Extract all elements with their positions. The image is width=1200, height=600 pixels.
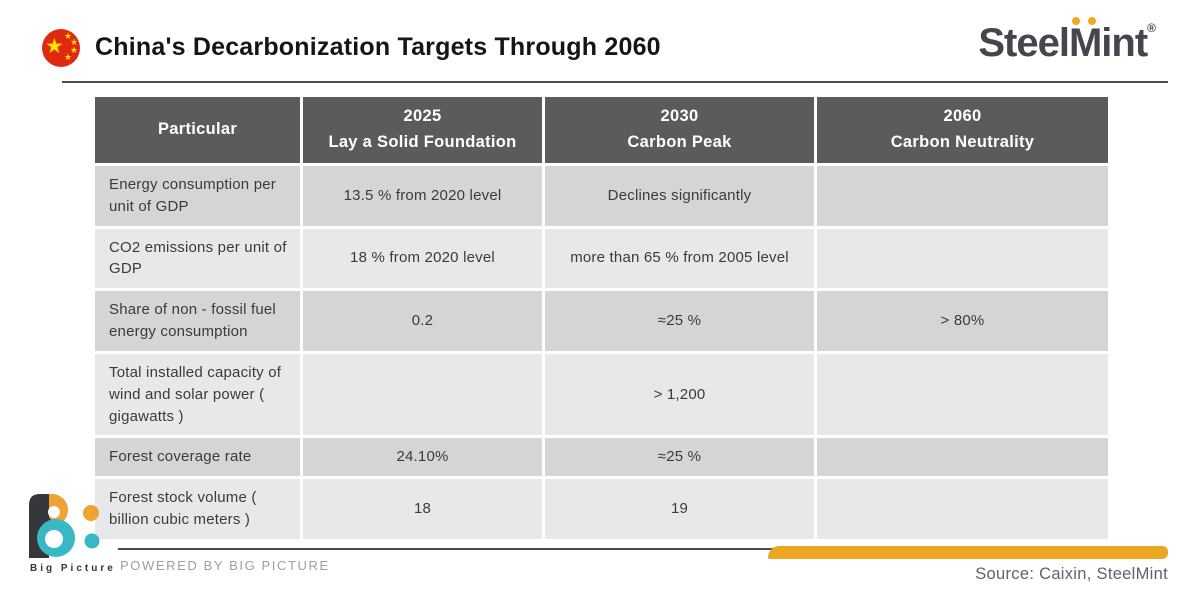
table-header-row: Particular 2025 Lay a Solid Foundation 2… bbox=[95, 97, 1108, 163]
cell-2030: > 1,200 bbox=[545, 354, 814, 436]
powered-by-text: POWERED BY BIG PICTURE bbox=[120, 558, 330, 573]
brand-part: int bbox=[1101, 21, 1148, 65]
cell-2030: 19 bbox=[545, 479, 814, 539]
cell-2060 bbox=[817, 166, 1108, 226]
cell-2025: 18 bbox=[303, 479, 542, 539]
brand-part: Steel bbox=[978, 21, 1070, 65]
row-label: Forest coverage rate bbox=[95, 438, 300, 476]
cell-2060 bbox=[817, 228, 1108, 288]
column-header-2025: 2025 Lay a Solid Foundation bbox=[303, 97, 542, 163]
title-divider bbox=[62, 81, 1168, 83]
flag-star-large: ★ bbox=[45, 35, 64, 58]
cell-2030: ≈25 % bbox=[545, 291, 814, 351]
column-header-2060: 2060 Carbon Neutrality bbox=[817, 97, 1108, 163]
column-header-particular: Particular bbox=[95, 97, 300, 163]
source-attribution: Source: Caixin, SteelMint bbox=[975, 565, 1168, 583]
china-flag-icon: ★ ★ ★ ★ ★ bbox=[42, 29, 80, 67]
table-row: Total installed capacity of wind and sol… bbox=[95, 354, 1108, 436]
row-label: Forest stock volume ( billion cubic mete… bbox=[95, 479, 300, 539]
big-picture-logo-text: Big Picture bbox=[30, 563, 116, 574]
cell-2030: ≈25 % bbox=[545, 438, 814, 476]
flag-star-small: ★ bbox=[70, 45, 79, 55]
page-title: China's Decarbonization Targets Through … bbox=[95, 33, 661, 61]
flag-star-small: ★ bbox=[64, 52, 73, 62]
table-row: Energy consumption per unit of GDP 13.5 … bbox=[95, 166, 1108, 226]
cell-2060 bbox=[817, 479, 1108, 539]
brand-dot-icon bbox=[1087, 17, 1096, 25]
row-label: Total installed capacity of wind and sol… bbox=[95, 354, 300, 436]
row-label: Energy consumption per unit of GDP bbox=[95, 166, 300, 226]
flag-star-small: ★ bbox=[70, 37, 79, 47]
cell-2030: Declines significantly bbox=[545, 166, 814, 226]
table-row: Forest stock volume ( billion cubic mete… bbox=[95, 479, 1108, 539]
column-header-2030: 2030 Carbon Peak bbox=[545, 97, 814, 163]
brand-dot-icon bbox=[1071, 17, 1080, 25]
cell-2025: 24.10% bbox=[303, 438, 542, 476]
cell-2060 bbox=[817, 354, 1108, 436]
big-picture-logo-icon bbox=[29, 494, 100, 558]
brand-m: M bbox=[1069, 17, 1102, 63]
row-label: Share of non - fossil fuel energy consum… bbox=[95, 291, 300, 351]
steelmint-logo: Steel Mint® bbox=[978, 17, 1156, 65]
accent-bar bbox=[768, 546, 1168, 559]
flag-star-small: ★ bbox=[64, 31, 73, 41]
cell-2025: 18 % from 2020 level bbox=[303, 228, 542, 288]
table-row: CO2 emissions per unit of GDP 18 % from … bbox=[95, 228, 1108, 288]
table-row: Forest coverage rate 24.10% ≈25 % bbox=[95, 438, 1108, 476]
row-label: CO2 emissions per unit of GDP bbox=[95, 228, 300, 288]
cell-2025: 0.2 bbox=[303, 291, 542, 351]
cell-2030: more than 65 % from 2005 level bbox=[545, 228, 814, 288]
cell-2025: 13.5 % from 2020 level bbox=[303, 166, 542, 226]
table-row: Share of non - fossil fuel energy consum… bbox=[95, 291, 1108, 351]
cell-2025 bbox=[303, 354, 542, 436]
registered-mark: ® bbox=[1147, 21, 1156, 35]
decarbonization-table: Particular 2025 Lay a Solid Foundation 2… bbox=[92, 94, 1111, 542]
cell-2060: > 80% bbox=[817, 291, 1108, 351]
footer-divider bbox=[118, 548, 776, 550]
cell-2060 bbox=[817, 438, 1108, 476]
